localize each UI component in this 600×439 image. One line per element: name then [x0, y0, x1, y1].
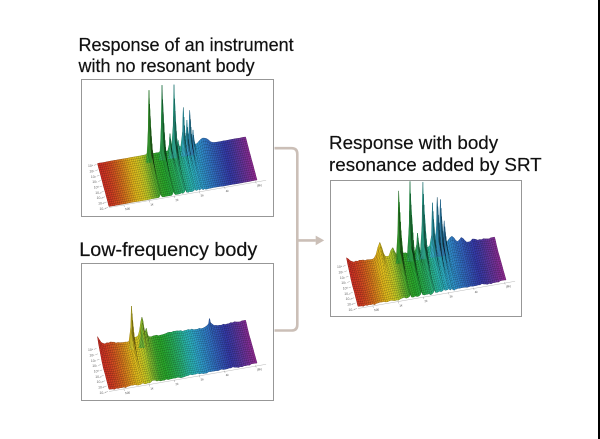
svg-text:10³: 10³: [89, 353, 95, 357]
svg-text:10-¹: 10-¹: [95, 191, 102, 195]
svg-text:10-⁴: 10-⁴: [100, 207, 107, 211]
svg-text:10⁴: 10⁴: [88, 164, 94, 168]
svg-text:10-²: 10-²: [97, 380, 104, 384]
svg-text:10-³: 10-³: [98, 386, 105, 390]
svg-text:10¹: 10¹: [92, 180, 98, 184]
svg-text:10⁴: 10⁴: [337, 265, 343, 269]
svg-text:2k: 2k: [175, 198, 179, 203]
svg-text:1k: 1k: [399, 303, 403, 308]
svg-text:(8k): (8k): [505, 284, 511, 289]
svg-text:10-⁴: 10-⁴: [349, 308, 356, 312]
svg-text:2k: 2k: [175, 382, 179, 387]
svg-text:500: 500: [125, 206, 131, 211]
svg-text:3k: 3k: [200, 193, 204, 198]
svg-text:10³: 10³: [338, 270, 344, 274]
svg-text:4k: 4k: [474, 290, 478, 295]
svg-text:10⁰: 10⁰: [94, 370, 100, 374]
svg-text:10⁰: 10⁰: [343, 287, 349, 291]
svg-text:10³: 10³: [89, 169, 95, 173]
svg-text:4k: 4k: [225, 373, 229, 378]
svg-text:10-¹: 10-¹: [95, 375, 102, 379]
svg-text:10²: 10²: [91, 359, 97, 363]
svg-text:10-¹: 10-¹: [344, 292, 351, 296]
svg-text:1k: 1k: [150, 202, 154, 207]
svg-text:10-²: 10-²: [97, 196, 104, 200]
svg-text:1k: 1k: [150, 386, 154, 391]
svg-text:10-⁴: 10-⁴: [100, 391, 107, 395]
svg-text:10¹: 10¹: [92, 364, 98, 368]
svg-text:10⁰: 10⁰: [94, 186, 100, 190]
svg-text:4k: 4k: [225, 189, 229, 194]
svg-text:3k: 3k: [449, 294, 453, 299]
svg-text:500: 500: [374, 307, 380, 312]
svg-text:(8k): (8k): [256, 183, 262, 188]
svg-text:10-³: 10-³: [347, 303, 354, 307]
svg-text:10-³: 10-³: [98, 202, 105, 206]
svg-text:3k: 3k: [200, 377, 204, 382]
svg-text:10²: 10²: [340, 276, 346, 280]
svg-text:10⁴: 10⁴: [88, 348, 94, 352]
svg-text:2k: 2k: [424, 299, 428, 304]
svg-text:(8k): (8k): [256, 367, 262, 372]
svg-text:500: 500: [125, 390, 131, 395]
svg-text:10-²: 10-²: [346, 297, 353, 301]
svg-text:10¹: 10¹: [341, 281, 347, 285]
svg-text:10²: 10²: [91, 175, 97, 179]
